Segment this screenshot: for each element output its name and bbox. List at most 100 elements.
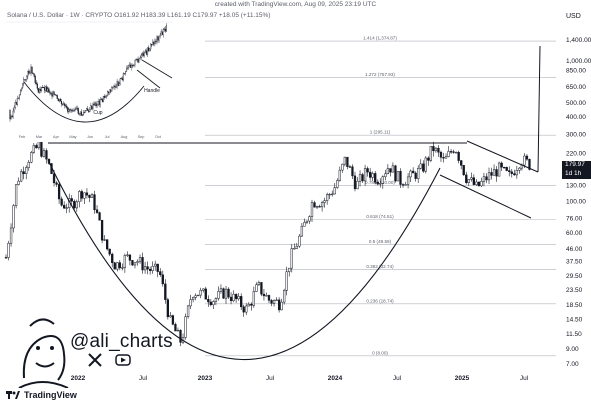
candle [434,147,438,153]
youtube-icon[interactable] [115,353,131,367]
candle [371,171,374,181]
inset-candle [43,86,45,89]
brand-name: TradingView [24,390,77,400]
inset-candle [157,35,159,43]
y-tick-label: 11.50 [566,331,582,338]
inset-candle [127,65,129,70]
inset-candle [12,108,14,120]
candle [320,200,324,212]
inset-candle [47,86,49,93]
inset-candle [110,88,112,94]
candle [460,160,463,170]
inset-candle [164,26,166,33]
inset-x-tick: Aug [121,135,128,139]
candle [333,183,336,195]
candle [83,192,86,204]
inset-candle [16,95,18,107]
candles [4,136,531,347]
candle [138,254,142,264]
inset-candle [118,81,120,86]
inset-candle [119,77,121,86]
candle [128,254,132,266]
inset-candle [96,104,98,108]
candle [492,164,496,176]
candle [30,150,33,164]
inset-candle [128,64,130,70]
fib-level-label: 0.618 (74.51) [366,214,394,219]
candle [374,170,377,185]
inset-candle [108,91,110,95]
candle [298,234,301,248]
candle [108,248,111,257]
candle [432,141,435,157]
inset-candle [91,105,93,111]
candle [202,288,205,293]
inset-candle [131,63,133,71]
candle [126,251,129,257]
candle [156,263,159,278]
candle [90,193,94,198]
candle [75,199,78,212]
inset-candle [151,43,153,47]
cup-curve [47,159,441,360]
candle [197,294,200,297]
candle [525,154,529,161]
y-tick-label: 18.50 [566,302,583,309]
candle [346,156,349,170]
candle [369,167,372,181]
x-tick-label: 2023 [198,375,213,382]
inset-candle [111,85,113,92]
y-tick-label: 23.50 [566,287,583,294]
candle [338,166,341,182]
candle [42,147,46,158]
candle [103,235,106,241]
tradingview-logo[interactable]: TradingView [6,390,77,400]
y-tick-label: 130.00 [566,183,586,190]
inset-x-tick: Feb [19,135,26,139]
fib-level-label: 0 (8.00) [372,350,388,355]
inset-candle [49,90,51,96]
inset-candle [20,87,23,92]
inset-candle [73,108,75,112]
candle [141,252,144,274]
inset-candle [70,107,72,113]
candle [237,293,240,301]
inset-background [4,20,179,142]
candle [217,286,220,301]
x-icon[interactable] [88,353,102,367]
inset-candle [142,50,144,58]
inset-chart: Cup Handle Feb Mar Apr May Jun Jul Aug Sep Oct [4,20,179,142]
inset-candle [71,109,73,113]
candle [515,165,518,179]
x-tick-label: Jul [266,375,275,382]
handle-upper-line [466,140,539,173]
inset-candle [99,97,101,108]
candle [358,170,362,187]
currency-label: USD [566,13,581,20]
inset-candle [55,94,57,97]
inset-candle [68,107,70,115]
candle [366,166,369,177]
handle-lower-line [439,174,532,219]
candle [95,205,99,214]
candle [467,178,470,187]
candle [116,262,119,272]
candle [222,287,225,300]
inset-candle [85,110,87,113]
candle [204,286,207,300]
candle [513,169,516,176]
candle [475,179,478,187]
candle [60,196,63,207]
inset-candle [59,97,61,102]
candle [14,184,18,209]
inset-candle [160,28,162,36]
candle [285,266,288,296]
inset-candle [148,45,150,52]
y-tick-label: 650.00 [566,84,586,91]
candle [313,200,316,208]
inset-x-tick: Apr [53,135,60,139]
inset-candle [51,91,53,100]
candle [452,149,455,154]
candle [495,166,498,182]
